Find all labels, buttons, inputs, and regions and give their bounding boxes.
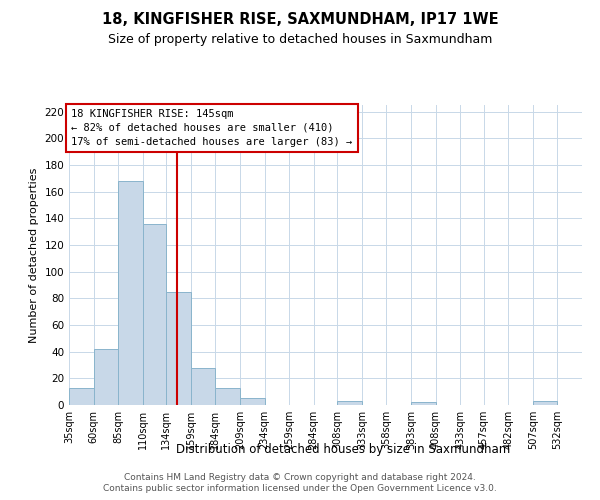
Bar (94, 349, 118, 405)
Bar (118, 181, 143, 405)
Bar (411, 402, 436, 405)
Bar (143, 224, 166, 405)
Bar (191, 368, 215, 405)
Bar (69, 388, 94, 405)
Bar (337, 401, 362, 405)
Bar (533, 401, 557, 405)
Text: 18 KINGFISHER RISE: 145sqm
← 82% of detached houses are smaller (410)
17% of sem: 18 KINGFISHER RISE: 145sqm ← 82% of deta… (71, 109, 353, 147)
Bar (240, 398, 265, 405)
Text: Size of property relative to detached houses in Saxmundham: Size of property relative to detached ho… (108, 32, 492, 46)
Text: Distribution of detached houses by size in Saxmundham: Distribution of detached houses by size … (176, 442, 511, 456)
Bar (166, 292, 191, 405)
Y-axis label: Number of detached properties: Number of detached properties (29, 168, 39, 342)
Text: Contains HM Land Registry data © Crown copyright and database right 2024.: Contains HM Land Registry data © Crown c… (124, 472, 476, 482)
Bar (215, 388, 240, 405)
Text: Contains public sector information licensed under the Open Government Licence v3: Contains public sector information licen… (103, 484, 497, 493)
Text: 18, KINGFISHER RISE, SAXMUNDHAM, IP17 1WE: 18, KINGFISHER RISE, SAXMUNDHAM, IP17 1W… (101, 12, 499, 28)
